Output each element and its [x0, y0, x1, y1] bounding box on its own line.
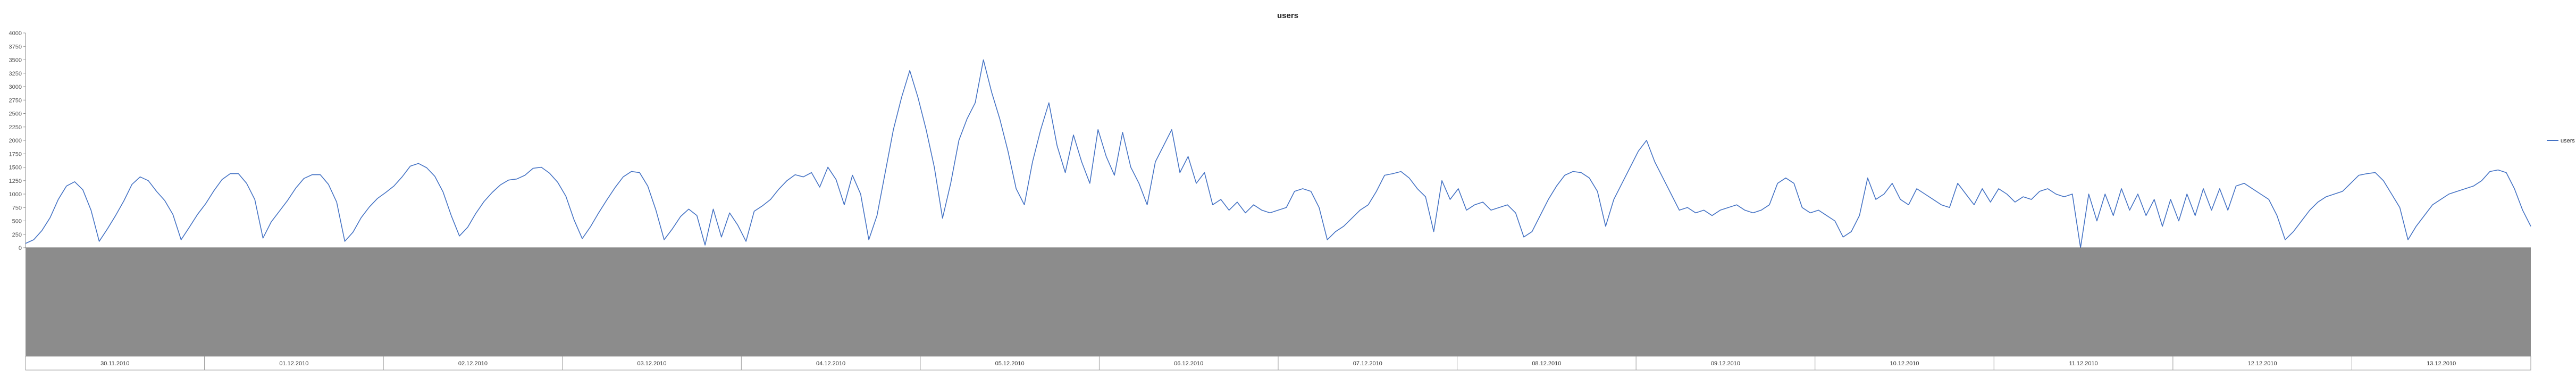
- x-date-label: 06.12.2010: [1174, 360, 1203, 367]
- y-tick-label: 1500: [9, 165, 22, 171]
- y-tick-label: 3750: [9, 44, 22, 50]
- x-date-label: 04.12.2010: [816, 360, 845, 367]
- chart-title: users: [1277, 11, 1298, 20]
- y-tick-label: 2500: [9, 111, 22, 118]
- y-tick-label: 3000: [9, 84, 22, 90]
- legend-label: users: [2561, 138, 2575, 144]
- y-tick-label: 1250: [9, 178, 22, 184]
- y-tick-label: 250: [12, 232, 22, 238]
- y-tick-label: 0: [19, 245, 22, 251]
- y-tick-label: 2000: [9, 138, 22, 144]
- x-date-label: 01.12.2010: [279, 360, 308, 367]
- y-tick-label: 1000: [9, 191, 22, 198]
- y-tick-label: 2250: [9, 124, 22, 131]
- x-date-label: 02.12.2010: [458, 360, 488, 367]
- y-tick-label: 3250: [9, 71, 22, 77]
- x-date-label: 11.12.2010: [2069, 360, 2097, 367]
- x-date-label: 08.12.2010: [1532, 360, 1561, 367]
- y-tick-label: 750: [12, 205, 22, 211]
- y-tick-label: 4000: [9, 30, 22, 37]
- y-tick-label: 500: [12, 219, 22, 225]
- legend: users: [2547, 138, 2575, 144]
- x-date-label: 30.11.2010: [100, 360, 129, 367]
- x-date-label: 10.12.2010: [1890, 360, 1919, 367]
- plot-area: [25, 59, 2531, 248]
- x-date-label: 13.12.2010: [2427, 360, 2456, 367]
- y-tick-label: 3500: [9, 57, 22, 64]
- time-label-band: [26, 248, 2531, 356]
- series-line-users: [25, 59, 2531, 248]
- x-date-label: 07.12.2010: [1353, 360, 1382, 367]
- y-tick-label: 1750: [9, 151, 22, 157]
- y-axis: 0 250 500 750 1000 1250 1500 1750 2000 2250 2500 27…: [9, 30, 26, 251]
- x-date-label: 09.12.2010: [1711, 360, 1740, 367]
- x-date-label: 05.12.2010: [995, 360, 1025, 367]
- x-date-label: 03.12.2010: [637, 360, 666, 367]
- x-axis-band: 30.11.2010 01.12.2010 02.12.2010 03.12.2010…: [25, 247, 2531, 371]
- x-date-label: 12.12.2010: [2248, 360, 2277, 367]
- y-tick-label: 2750: [9, 97, 22, 104]
